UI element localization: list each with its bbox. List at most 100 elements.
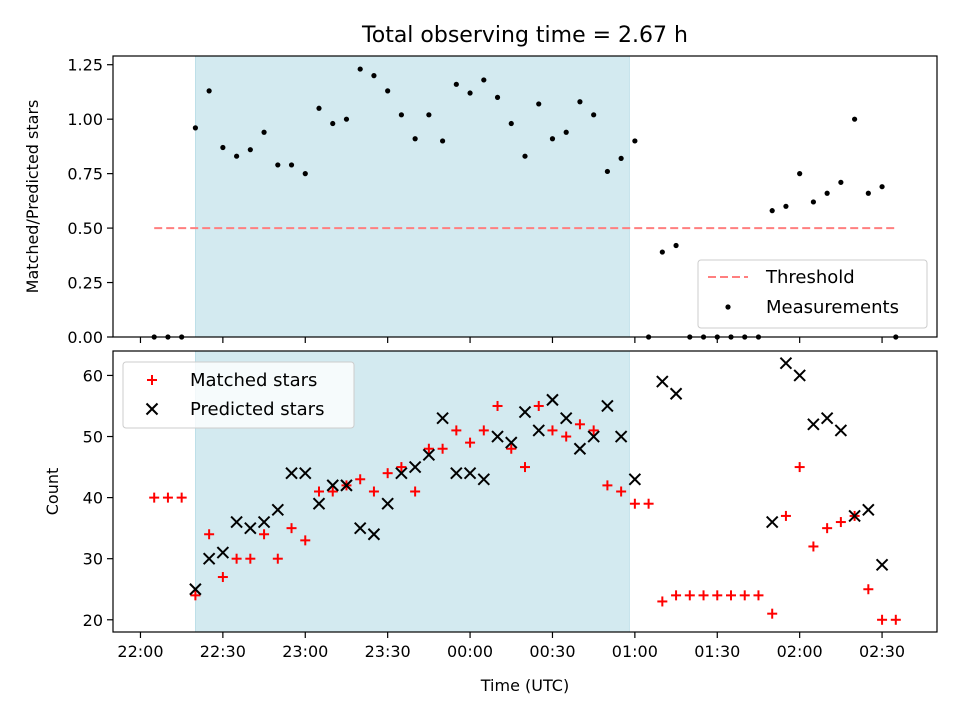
matched-star-point: [272, 553, 283, 564]
predicted-star-point: [779, 357, 793, 370]
matched-star-point: [465, 437, 476, 448]
measurement-point: [769, 208, 775, 214]
matched-star-point: [629, 498, 640, 509]
measurement-point: [604, 168, 611, 175]
y-tick-label: 0.25: [67, 274, 103, 293]
matched-star-point: [149, 492, 160, 503]
x-tick-label: 22:00: [117, 642, 163, 661]
measurement-point: [481, 77, 487, 83]
predicted-star-point: [834, 424, 848, 437]
matched-star-point: [204, 529, 215, 540]
matched-star-point: [671, 590, 682, 601]
matched-star-point: [286, 523, 297, 534]
predicted-star-point: [546, 393, 559, 407]
predicted-star-point: [312, 497, 326, 510]
measurement-point: [343, 116, 350, 122]
measurement-point: [618, 155, 624, 161]
matched-star-point: [259, 529, 270, 540]
x-axis-label: Time (UTC): [480, 676, 569, 695]
matched-star-point: [396, 462, 407, 473]
ratio-legend: Threshold Measurements: [697, 259, 928, 329]
predicted-star-point: [326, 479, 339, 492]
predicted-star-point: [244, 521, 257, 535]
matched-star-point: [863, 584, 874, 595]
matched-star-point: [657, 596, 668, 607]
measurement-point: [783, 203, 789, 209]
ratio-plot-frame: [112, 55, 938, 338]
predicted-star-point: [587, 430, 600, 443]
measurement-point: [852, 116, 858, 122]
matched-star-point: [327, 486, 338, 497]
predicted-star-point: [601, 399, 614, 413]
y-tick-label: 0.00: [67, 328, 103, 347]
matched-star-point: [231, 553, 242, 564]
measurement-point: [536, 101, 542, 107]
measurement-point: [316, 105, 322, 111]
measurement-point: [426, 112, 432, 118]
predicted-star-point: [202, 552, 216, 565]
y-tick-label: 1.25: [67, 56, 103, 75]
predicted-star-point: [189, 583, 202, 596]
measurement-point: [824, 190, 830, 196]
measurement-point: [522, 153, 528, 159]
predicted-star-point: [669, 387, 683, 400]
predicted-star-point: [216, 546, 230, 559]
matched-star-point: [451, 425, 462, 436]
matched-star-point: [561, 431, 572, 442]
count-x-ticks: 22:00 22:30 23:00 23:30 00:00 00:30 01:00 01:30…: [117, 632, 905, 661]
predicted-star-point: [614, 430, 628, 443]
x-tick-label: 00:00: [447, 642, 493, 661]
matched-star-point: [423, 443, 434, 454]
count-y-ticks: 20 30 40 50 60: [83, 366, 113, 630]
measurement-point: [879, 184, 885, 190]
measurement-point: [247, 147, 253, 153]
ratio-y-axis-label: Matched/Predicted stars: [23, 100, 42, 294]
measurement-point: [398, 112, 404, 118]
measurement-point: [302, 171, 308, 177]
matched-star-point: [437, 443, 448, 454]
measurement-point: [220, 144, 226, 151]
predicted-stars-points: [189, 357, 889, 596]
predicted-star-point: [257, 515, 271, 529]
matched-star-point: [506, 443, 517, 454]
predicted-star-point: [765, 515, 779, 529]
matched-star-point: [616, 486, 627, 497]
predicted-star-point: [862, 503, 875, 517]
predicted-star-point: [505, 436, 518, 449]
matched-star-point: [382, 468, 393, 479]
matched-star-point: [794, 462, 805, 473]
predicted-star-point: [820, 411, 834, 425]
predicted-star-point: [875, 558, 889, 572]
matched-star-point: [478, 425, 489, 436]
matched-star-point: [410, 486, 421, 497]
predicted-star-point: [367, 528, 381, 541]
matched-star-point: [217, 572, 228, 583]
measurement-point: [234, 153, 240, 159]
observing-window-shade-top: [194, 55, 630, 338]
matched-star-point: [176, 492, 187, 503]
y-tick-label: 1.00: [67, 110, 103, 129]
measurement-point: [275, 162, 281, 168]
count-legend-box: [122, 361, 355, 429]
y-tick-label: 50: [83, 428, 103, 447]
count-legend: Matched stars Predicted stars: [122, 361, 355, 429]
x-tick-label: 01:30: [694, 642, 740, 661]
legend-measurement-label: Measurements: [766, 297, 899, 318]
matched-star-point: [684, 590, 695, 601]
matched-star-point: [588, 425, 599, 436]
matched-star-point: [355, 474, 366, 485]
measurement-point: [508, 120, 514, 127]
measurement-point: [673, 242, 679, 249]
matched-star-point: [245, 553, 256, 564]
measurement-point: [838, 179, 844, 185]
y-tick-label: 40: [83, 489, 103, 508]
predicted-star-point: [395, 466, 408, 480]
y-tick-label: 0.75: [67, 165, 103, 184]
legend-plus-glyph: [147, 375, 157, 385]
matched-star-point: [574, 419, 585, 430]
predicted-star-point: [450, 466, 463, 480]
predicted-star-point: [463, 466, 477, 480]
predicted-star-point: [532, 424, 545, 437]
matched-star-point: [698, 590, 709, 601]
measurement-points: [151, 66, 899, 340]
